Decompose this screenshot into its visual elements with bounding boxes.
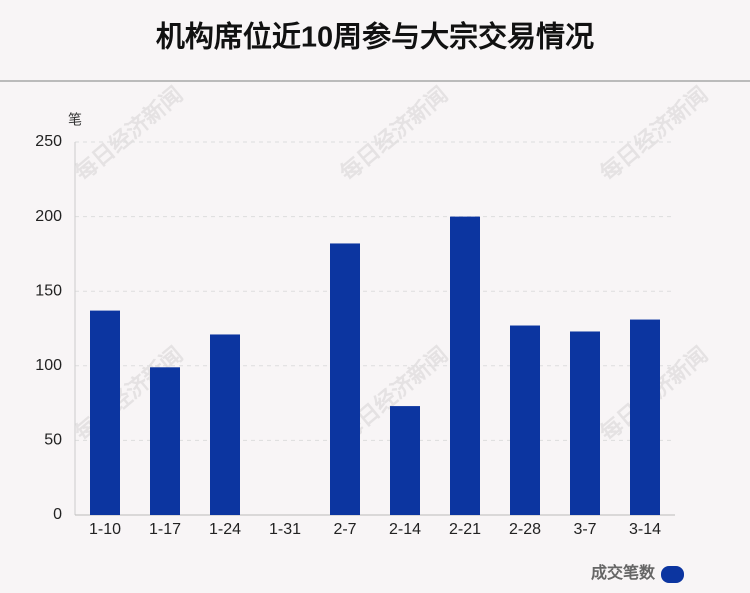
y-tick-label: 50 <box>44 432 62 449</box>
chart-title: 机构席位近10周参与大宗交易情况 <box>156 20 594 54</box>
bar <box>570 331 600 515</box>
bar <box>630 319 660 515</box>
x-tick-label: 2-14 <box>389 521 421 538</box>
x-tick-label: 1-24 <box>209 521 241 538</box>
x-tick-label: 1-31 <box>269 521 301 538</box>
bar <box>510 325 540 515</box>
bar <box>150 367 180 515</box>
legend-label: 成交笔数 <box>591 563 656 582</box>
x-tick-label: 3-14 <box>629 521 661 538</box>
y-axis-label: 笔 <box>68 112 82 128</box>
y-tick-label: 250 <box>35 133 62 150</box>
x-tick-label: 2-7 <box>333 521 356 538</box>
bar <box>330 243 360 515</box>
x-tick-label: 2-28 <box>509 521 541 538</box>
bar <box>390 406 420 515</box>
y-tick-label: 100 <box>35 357 62 374</box>
x-tick-label: 2-21 <box>449 521 481 538</box>
x-tick-label: 1-17 <box>149 521 181 538</box>
y-tick-label: 0 <box>53 506 62 523</box>
y-tick-label: 150 <box>35 282 62 299</box>
legend-swatch <box>661 566 684 583</box>
bar <box>450 216 480 515</box>
y-tick-label: 200 <box>35 208 62 225</box>
bar <box>90 310 120 515</box>
bar <box>210 334 240 515</box>
x-tick-label: 3-7 <box>573 521 596 538</box>
x-tick-label: 1-10 <box>89 521 121 538</box>
